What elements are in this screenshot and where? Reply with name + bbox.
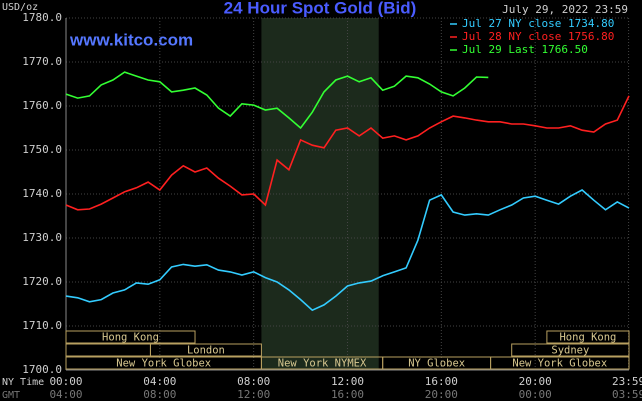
session-label: New York Globex [116, 358, 211, 370]
x2-tick-label: 04:00 [49, 388, 82, 401]
y-tick-label: 1700.0 [22, 363, 62, 376]
x2-tick-label: 00:00 [519, 388, 552, 401]
legend-label: Jul 28 NY close 1756.80 [462, 30, 614, 43]
y-tick-label: 1760.0 [22, 99, 62, 112]
x-tick-label: 20:00 [519, 375, 552, 388]
price-line [65, 95, 630, 211]
session-label: New York Globex [512, 358, 607, 370]
x-tick-label: 00:00 [49, 375, 82, 388]
session-box [490, 356, 630, 370]
session-box [546, 330, 630, 344]
x2-tick-label: 20:00 [425, 388, 458, 401]
y-tick-label: 1730.0 [22, 231, 62, 244]
watermark: www.kitco.com [69, 30, 193, 49]
x2-axis-label: GMT [2, 390, 20, 401]
x-axis-label: NY Time [2, 377, 44, 388]
session-box [65, 330, 196, 344]
y-tick-label: 1750.0 [22, 143, 62, 156]
x-tick-label: 12:00 [331, 375, 364, 388]
shaded-region [261, 18, 379, 370]
x2-tick-label: 08:00 [143, 388, 176, 401]
session-label: Hong Kong [559, 332, 616, 344]
session-label: Hong Kong [102, 332, 159, 344]
price-line [65, 71, 489, 130]
x-tick-label: 16:00 [425, 375, 458, 388]
y-tick-label: 1740.0 [22, 187, 62, 200]
session-label: New York NYMEX [278, 358, 367, 370]
y-tick-label: 1780.0 [22, 11, 62, 24]
chart-title: 24 Hour Spot Gold (Bid) [224, 0, 417, 17]
session-box [65, 343, 151, 357]
session-label: Sydney [551, 345, 589, 357]
x-tick-label: 04:00 [143, 375, 176, 388]
session-box [149, 343, 262, 357]
session-label: NY Globex [408, 358, 465, 370]
y-tick-label: 1770.0 [22, 55, 62, 68]
x2-tick-label: 03:59 [612, 388, 642, 401]
price-line [65, 189, 630, 312]
y-tick-label: 1720.0 [22, 275, 62, 288]
legend-label: Jul 29 Last 1766.50 [462, 43, 588, 56]
x-tick-label: 23:59 [612, 375, 642, 388]
y-tick-label: 1710.0 [22, 319, 62, 332]
session-label: London [187, 345, 225, 357]
legend-label: Jul 27 NY close 1734.80 [462, 17, 614, 30]
session-box [511, 343, 630, 357]
x2-tick-label: 12:00 [237, 388, 270, 401]
x-tick-label: 08:00 [237, 375, 270, 388]
timestamp: July 29, 2022 23:59 [502, 3, 628, 16]
x2-tick-label: 16:00 [331, 388, 364, 401]
y-axis-label: USD/oz [2, 2, 38, 13]
